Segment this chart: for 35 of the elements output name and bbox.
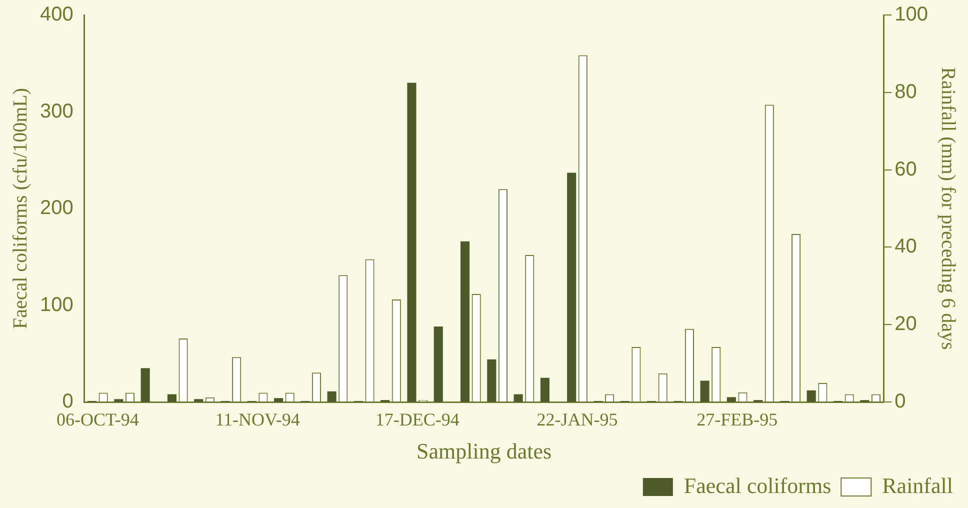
- y-tick-label: 400: [40, 4, 74, 26]
- y2-tick-label: 100: [894, 4, 928, 26]
- bar: [140, 368, 150, 402]
- y-axis-title: Faecal coliforms (cfu/100mL): [9, 88, 32, 330]
- bar: [700, 380, 710, 402]
- y2-tick-label: 20: [894, 313, 917, 336]
- bar: [806, 390, 816, 402]
- bar: [514, 394, 523, 402]
- bar: [434, 326, 443, 402]
- bar: [167, 394, 176, 402]
- legend-label: Rainfall: [882, 472, 954, 498]
- bar: [274, 398, 284, 402]
- y-tick-label: 200: [40, 197, 74, 220]
- x-tick-label: 11-NOV-94: [215, 410, 300, 430]
- x-tick-label: 17-DEC-94: [375, 410, 460, 430]
- x-tick-label: 27-FEB-95: [696, 410, 778, 430]
- bar: [407, 82, 416, 402]
- y2-tick-label: 0: [894, 390, 906, 413]
- bar: [114, 399, 124, 402]
- bar: [194, 399, 204, 402]
- x-axis-title: Sampling dates: [416, 438, 552, 464]
- bar: [540, 378, 550, 402]
- x-tick-label: 22-JAN-95: [536, 410, 618, 430]
- y2-tick-label: 60: [894, 158, 917, 180]
- y2-axis-title: Rainfall (mm) for preceding 6 days: [936, 67, 959, 350]
- legend-label: Faecal coliforms: [684, 472, 832, 498]
- y2-tick-label: 40: [894, 236, 917, 258]
- bar: [726, 397, 736, 402]
- y-tick-label: 300: [40, 100, 74, 122]
- y-tick-label: 100: [40, 294, 74, 316]
- bar: [487, 359, 496, 402]
- bar: [327, 391, 336, 402]
- bar: [567, 172, 576, 402]
- bar: [460, 241, 470, 402]
- y2-tick-label: 80: [894, 80, 917, 103]
